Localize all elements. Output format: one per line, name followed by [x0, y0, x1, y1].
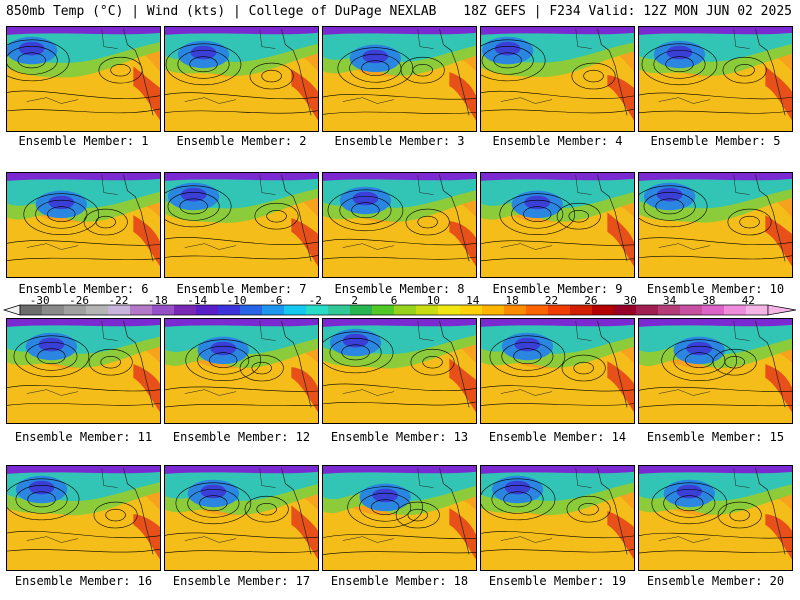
ensemble-member-map: [480, 26, 635, 132]
ensemble-member-map: [6, 465, 161, 571]
colorbar-swatch: [174, 305, 197, 315]
colorbar-swatch: [658, 305, 681, 315]
ensemble-member-label: Ensemble Member: 1: [18, 134, 149, 148]
colorbar-swatch: [218, 305, 241, 315]
ensemble-member-label: Ensemble Member: 6: [18, 282, 149, 296]
colorbar-tick-label: 26: [584, 296, 597, 307]
temperature-colorbar: -30 -26 -22 -18 -14 -10 -6 -2 2 6 10 14 18 22 26 30 34 38…: [2, 296, 797, 316]
colorbar-swatch: [108, 305, 131, 315]
colorbar-swatch: [570, 305, 593, 315]
colorbar-tick-label: 42: [742, 296, 755, 307]
colorbar-tick-label: 10: [427, 296, 440, 307]
colorbar-swatch: [702, 305, 725, 315]
colorbar-tick-label: -10: [227, 296, 247, 307]
colorbar-tick-label: 18: [505, 296, 518, 307]
colorbar-swatch: [394, 305, 417, 315]
ensemble-member-label: Ensemble Member: 5: [650, 134, 781, 148]
colorbar-swatch: [438, 305, 461, 315]
colorbar-right-arrow: [767, 304, 797, 316]
ensemble-member-map: [164, 172, 319, 278]
colorbar-swatch: [152, 305, 175, 315]
ensemble-member-label: Ensemble Member: 20: [646, 574, 785, 588]
colorbar-swatch: [196, 305, 219, 315]
ensemble-member-label: Ensemble Member: 11: [14, 430, 153, 444]
colorbar-swatch: [284, 305, 307, 315]
ensemble-member-label: Ensemble Member: 9: [492, 282, 623, 296]
ensemble-member-label: Ensemble Member: 17: [172, 574, 311, 588]
colorbar-tick-label: 38: [702, 296, 715, 307]
ensemble-member-label: Ensemble Member: 18: [330, 574, 469, 588]
colorbar-left-arrow: [2, 304, 21, 316]
colorbar-tick-label: 30: [624, 296, 637, 307]
ensemble-member-map: [6, 172, 161, 278]
colorbar-tick-label: -6: [269, 296, 282, 307]
colorbar-swatch: [680, 305, 703, 315]
colorbar-swatch: [636, 305, 659, 315]
colorbar-swatch: [592, 305, 615, 315]
colorbar-tick-label: 14: [466, 296, 480, 307]
ensemble-member-map: [6, 26, 161, 132]
colorbar-swatch: [64, 305, 87, 315]
ensemble-member-label: Ensemble Member: 19: [488, 574, 627, 588]
colorbar-tick-label: -30: [30, 296, 50, 307]
colorbar-swatch: [262, 305, 285, 315]
colorbar-swatch: [42, 305, 65, 315]
colorbar-swatch: [20, 305, 43, 315]
ensemble-member-map: [638, 172, 793, 278]
ensemble-member-map: [322, 172, 477, 278]
ensemble-member-label: Ensemble Member: 3: [334, 134, 465, 148]
ensemble-member-label: Ensemble Member: 12: [172, 430, 311, 444]
ensemble-member-map: [322, 318, 477, 424]
colorbar-swatch: [328, 305, 351, 315]
colorbar-tick-label: 6: [391, 296, 398, 307]
colorbar-tick-label: -14: [187, 296, 207, 307]
colorbar-tick-label: -2: [309, 296, 322, 307]
ensemble-member-label: Ensemble Member: 10: [646, 282, 785, 296]
ensemble-member-map: [164, 318, 319, 424]
colorbar-tick-label: 34: [663, 296, 677, 307]
colorbar-swatch: [240, 305, 263, 315]
colorbar-swatch: [350, 305, 373, 315]
colorbar-swatch: [724, 305, 747, 315]
colorbar-swatch: [130, 305, 153, 315]
ensemble-member-map: [322, 465, 477, 571]
colorbar-swatch: [86, 305, 109, 315]
ensemble-member-map: [164, 26, 319, 132]
colorbar-swatch: [504, 305, 527, 315]
ensemble-member-label: Ensemble Member: 16: [14, 574, 153, 588]
ensemble-member-map: [322, 26, 477, 132]
map-title: 850mb Temp (°C) | Wind (kts) | College o…: [6, 4, 437, 19]
colorbar-swatch: [460, 305, 483, 315]
ensemble-member-map: [6, 318, 161, 424]
colorbar-tick-label: 22: [545, 296, 558, 307]
ensemble-member-map: [480, 172, 635, 278]
colorbar-tick-label: -22: [108, 296, 128, 307]
ensemble-member-map: [164, 465, 319, 571]
ensemble-member-label: Ensemble Member: 8: [334, 282, 465, 296]
ensemble-member-label: Ensemble Member: 4: [492, 134, 623, 148]
colorbar-swatch: [416, 305, 439, 315]
ensemble-member-label: Ensemble Member: 2: [176, 134, 307, 148]
ensemble-member-map: [638, 318, 793, 424]
ensemble-member-label: Ensemble Member: 14: [488, 430, 627, 444]
colorbar-swatch: [746, 305, 769, 315]
colorbar-swatch: [372, 305, 395, 315]
colorbar-swatch: [614, 305, 637, 315]
colorbar-tick-label: -18: [148, 296, 168, 307]
ensemble-member-map: [638, 465, 793, 571]
ensemble-member-map: [480, 465, 635, 571]
ensemble-member-map: [638, 26, 793, 132]
colorbar-swatch: [548, 305, 571, 315]
ensemble-member-label: Ensemble Member: 13: [330, 430, 469, 444]
ensemble-member-label: Ensemble Member: 7: [176, 282, 307, 296]
ensemble-member-label: Ensemble Member: 15: [646, 430, 785, 444]
ensemble-member-map: [480, 318, 635, 424]
model-run-info: 18Z GEFS | F234 Valid: 12Z MON JUN 02 20…: [463, 4, 792, 19]
colorbar-swatch: [526, 305, 549, 315]
colorbar-tick-label: 2: [351, 296, 358, 307]
colorbar-swatch: [482, 305, 505, 315]
colorbar-tick-label: -26: [69, 296, 89, 307]
colorbar-swatch: [306, 305, 329, 315]
